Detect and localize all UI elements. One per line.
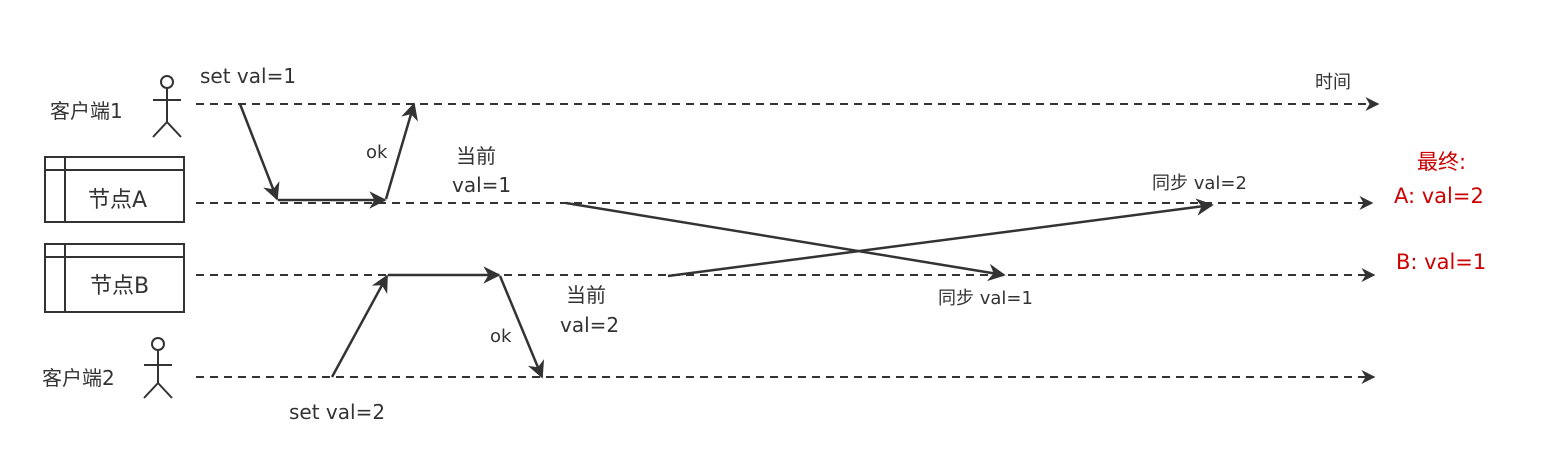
current-a-label-line2: val=1: [452, 173, 511, 197]
set-val1-label: set val=1: [200, 64, 296, 88]
sync-to-b-arrow: [565, 201, 1006, 282]
final-title: 最终:: [1417, 150, 1466, 174]
client2-label: 客户端2: [42, 366, 115, 390]
set-val2-arrow: [330, 274, 389, 378]
final-b-value: B: val=1: [1396, 250, 1486, 274]
ok1-arrow: [384, 102, 418, 200]
node-b-label: 节点B: [90, 274, 149, 299]
node-a-box: [44, 156, 185, 223]
sync-to-b-label: 同步 val=1: [938, 288, 1033, 309]
client1-label: 客户端1: [50, 99, 123, 123]
current-b-label-line1: 当前: [566, 283, 606, 307]
current-a-label-line1: 当前: [456, 144, 496, 168]
ok2-label: ok: [490, 326, 512, 347]
node-a-label: 节点A: [88, 188, 147, 213]
ok1-label: ok: [366, 142, 388, 163]
set-val1-arrow: [238, 103, 280, 201]
final-a-value: A: val=2: [1394, 184, 1484, 208]
sync-to-a-label: 同步 val=2: [1152, 173, 1247, 194]
ok2-arrow: [498, 275, 545, 379]
client2-actor-icon: [143, 337, 173, 399]
node-b-box: [44, 243, 185, 313]
client1-actor-icon: [152, 75, 182, 138]
current-b-label-line2: val=2: [560, 313, 619, 337]
sync-to-a-arrow: [667, 198, 1214, 278]
set-val2-label: set val=2: [289, 400, 385, 424]
time-label: 时间: [1315, 72, 1351, 93]
